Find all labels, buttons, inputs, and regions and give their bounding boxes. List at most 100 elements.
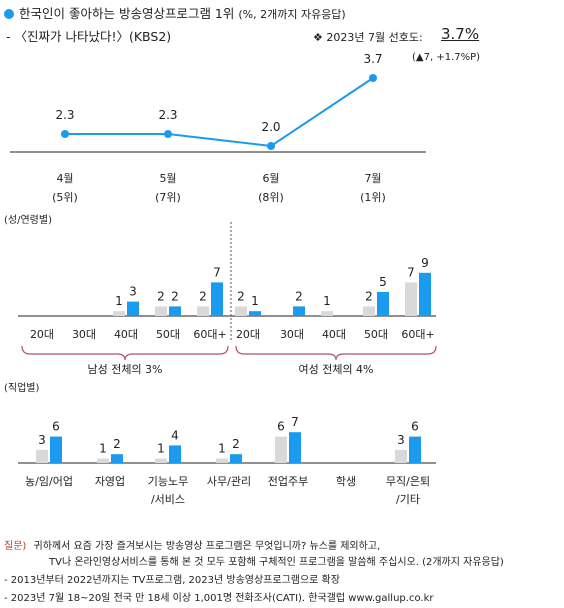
trend-line xyxy=(65,77,374,148)
occupation-value-prev: 6 xyxy=(277,420,285,434)
occupation-value-cur: 6 xyxy=(52,420,60,434)
diamond-icon: ❖ xyxy=(313,31,323,44)
gender-age-category-label: 40대 xyxy=(114,328,138,341)
female-total-label: 여성 전체의 4% xyxy=(298,363,373,376)
question-label: 질문) xyxy=(4,541,27,552)
occupation-category-label: 전업주부 xyxy=(268,475,308,488)
gender-age-value-prev: 2 xyxy=(365,289,373,303)
question-line-1: 귀하께서 요즘 가장 즐겨보시는 방송영상 프로그램은 무엇입니까? 뉴스를 제… xyxy=(33,541,381,552)
gender-age-bar-prev xyxy=(113,311,125,316)
trend-value-label: 2.3 xyxy=(158,108,177,122)
occupation-category-label: 사무/관리 xyxy=(207,475,251,488)
male-total-label: 남성 전체의 3% xyxy=(87,363,162,376)
preference-line: ❖ 2023년 7월 선호도: xyxy=(313,29,423,45)
title-note: (%, 2개까지 자유응답) xyxy=(238,8,346,21)
gender-age-value-prev: 1 xyxy=(115,294,123,308)
occupation-category-label: 학생 xyxy=(336,475,356,488)
gender-age-section-label: (성/연령별) xyxy=(4,215,52,226)
gender-age-bar-cur xyxy=(127,301,139,316)
female-brace xyxy=(235,345,437,361)
occupation-value-cur: 2 xyxy=(232,437,240,451)
gender-age-value-cur: 7 xyxy=(213,265,221,279)
gender-age-value-cur: 2 xyxy=(295,289,303,303)
trend-month-label: 6월 xyxy=(262,172,279,185)
trend-point xyxy=(61,130,69,138)
occupation-bar-cur xyxy=(230,454,242,463)
occupation-bar-prev xyxy=(395,449,407,463)
occupation-bar-cur xyxy=(169,445,181,463)
gender-age-bar-cur xyxy=(419,272,431,316)
occupation-bar-prev xyxy=(97,458,109,463)
title-bullet-icon xyxy=(4,4,14,23)
preference-change: (▲7, +1.7%P) xyxy=(412,52,481,63)
gender-age-value-prev: 2 xyxy=(199,289,207,303)
occupation-bar-prev xyxy=(216,458,228,463)
occupation-bar-cur xyxy=(289,432,301,463)
gender-age-bar-cur xyxy=(293,306,305,316)
occupation-value-prev: 1 xyxy=(99,442,107,456)
gender-age-bar-prev xyxy=(197,306,209,316)
gender-age-bar-cur xyxy=(249,311,261,316)
preference-label: 2023년 7월 선호도: xyxy=(326,31,423,44)
gender-age-category-label: 60대+ xyxy=(193,328,226,341)
trend-point xyxy=(369,74,377,82)
footnote-2: - 2023년 7월 18~20일 전국 만 18세 이상 1,001명 전화조… xyxy=(4,593,434,604)
occupation-bar-cur xyxy=(111,454,123,463)
gender-age-category-label: 30대 xyxy=(72,328,96,341)
trend-rank-label: (1위) xyxy=(360,191,386,204)
gender-age-bar-prev xyxy=(405,282,417,316)
occupation-category-label: 기능노무 xyxy=(148,475,188,488)
gender-age-bar-prev xyxy=(363,306,375,316)
gender-age-value-prev: 2 xyxy=(157,289,165,303)
gender-age-bar-cur xyxy=(211,282,223,316)
gender-age-value-prev: 2 xyxy=(237,289,245,303)
gender-age-bar-cur xyxy=(377,292,389,316)
gender-age-value-cur: 1 xyxy=(251,294,259,308)
gender-age-value-prev: 1 xyxy=(323,294,331,308)
chart-title: 한국인이 좋아하는 방송영상프로그램 1위 (%, 2개까지 자유응답) xyxy=(19,3,346,22)
trend-value-label: 3.7 xyxy=(363,52,382,66)
gender-age-category-label: 40대 xyxy=(322,328,346,341)
gender-age-category-label: 20대 xyxy=(236,328,260,341)
trend-value-label: 2.0 xyxy=(261,120,280,134)
gender-age-value-cur: 2 xyxy=(171,289,179,303)
occupation-value-cur: 7 xyxy=(291,415,299,429)
gender-age-bar-prev xyxy=(155,306,167,316)
occupation-category-label: 무직/은퇴 xyxy=(386,475,430,488)
occupation-value-prev: 1 xyxy=(157,442,165,456)
occupation-bar-prev xyxy=(275,436,287,463)
occupation-value-cur: 6 xyxy=(411,420,419,434)
occupation-value-cur: 2 xyxy=(113,437,121,451)
gender-age-bar-prev xyxy=(235,306,247,316)
trend-point xyxy=(267,142,275,150)
gender-age-value-prev: 7 xyxy=(407,265,415,279)
preference-value: 3.7% xyxy=(441,25,480,43)
occupation-bar-cur xyxy=(409,436,421,463)
trend-rank-label: (8위) xyxy=(258,191,284,204)
program-subtitle: - 〈진짜가 나타났다!〉(KBS2) xyxy=(6,29,172,44)
gender-age-category-label: 30대 xyxy=(280,328,304,341)
gender-age-value-cur: 5 xyxy=(379,275,387,289)
trend-point xyxy=(164,130,172,138)
trend-rank-label: (5위) xyxy=(52,191,78,204)
trend-month-label: 7월 xyxy=(364,172,381,185)
gender-age-category-label: 60대+ xyxy=(401,328,434,341)
gender-age-category-label: 50대 xyxy=(364,328,388,341)
occupation-bar-cur xyxy=(50,436,62,463)
question-line-2: TV나 온라인영상서비스를 통해 본 것 모두 포함해 구체적인 프로그램을 말… xyxy=(49,557,504,568)
gender-age-category-label: 50대 xyxy=(156,328,180,341)
title-main: 한국인이 좋아하는 방송영상프로그램 1위 xyxy=(19,6,235,21)
question-block: 질문) 귀하께서 요즘 가장 즐겨보시는 방송영상 프로그램은 무엇입니까? 뉴… xyxy=(4,537,380,552)
trend-value-label: 2.3 xyxy=(55,108,74,122)
gender-age-bar-cur xyxy=(169,306,181,316)
occupation-category-label: /기타 xyxy=(396,493,420,506)
occupation-value-prev: 3 xyxy=(397,433,405,447)
occupation-section-label: (직업별) xyxy=(4,383,40,394)
occupation-value-prev: 1 xyxy=(218,442,226,456)
trend-rank-label: (7위) xyxy=(155,191,181,204)
occupation-category-label: 자영업 xyxy=(95,475,125,488)
male-brace xyxy=(21,345,229,361)
occupation-bar-prev xyxy=(155,458,167,463)
occupation-value-prev: 3 xyxy=(38,433,46,447)
